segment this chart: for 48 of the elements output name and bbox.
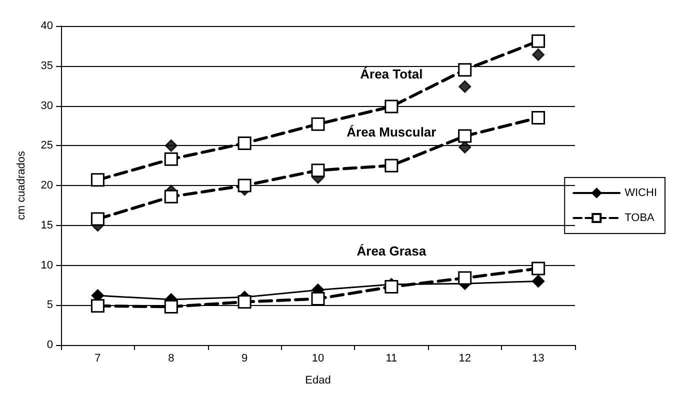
point bbox=[458, 271, 472, 285]
point bbox=[532, 274, 545, 288]
point bbox=[164, 152, 178, 166]
point bbox=[458, 80, 472, 93]
annotation: Área Muscular bbox=[346, 124, 436, 140]
y-tick-label: 30 bbox=[40, 100, 53, 112]
point bbox=[458, 63, 472, 77]
x-axis-title: Edad bbox=[305, 374, 331, 386]
x-tick-label: 13 bbox=[532, 352, 544, 364]
y-tick-label: 25 bbox=[40, 140, 53, 152]
y-tick-label: 20 bbox=[40, 180, 53, 192]
point bbox=[532, 110, 546, 124]
point bbox=[384, 158, 398, 172]
point bbox=[311, 117, 325, 131]
point bbox=[90, 212, 104, 226]
x-tick-label: 7 bbox=[94, 352, 101, 364]
point bbox=[164, 300, 178, 314]
point bbox=[238, 136, 252, 150]
y-tick-label: 15 bbox=[40, 219, 53, 232]
point bbox=[311, 292, 325, 306]
annotation: Área Grasa bbox=[356, 243, 427, 258]
x-tick-label: 8 bbox=[168, 352, 174, 364]
y-tick-label: 10 bbox=[40, 259, 53, 272]
point bbox=[238, 295, 252, 309]
y-axis-title: cm cuadrados bbox=[16, 150, 28, 220]
annotation: Área Total bbox=[360, 66, 423, 82]
y-tick-label: 5 bbox=[46, 299, 53, 312]
legend-label: TOBA bbox=[624, 212, 656, 224]
point bbox=[532, 34, 546, 48]
point bbox=[384, 280, 398, 294]
y-tick-label: 35 bbox=[40, 60, 53, 72]
point bbox=[532, 262, 546, 276]
point bbox=[238, 178, 252, 192]
point bbox=[164, 190, 178, 204]
x-tick-label: 11 bbox=[386, 352, 398, 364]
point bbox=[164, 139, 178, 152]
point bbox=[532, 48, 545, 61]
point bbox=[384, 100, 398, 114]
x-tick-label: 12 bbox=[458, 352, 471, 364]
point bbox=[458, 129, 472, 143]
point bbox=[311, 164, 325, 178]
point bbox=[90, 299, 104, 313]
x-tick-label: 10 bbox=[312, 352, 324, 364]
y-tick-label: 0 bbox=[46, 339, 53, 351]
y-tick-label: 40 bbox=[40, 20, 53, 32]
legend-label: WICHI bbox=[624, 187, 658, 199]
x-tick-label: 9 bbox=[242, 352, 248, 364]
point bbox=[90, 173, 104, 187]
